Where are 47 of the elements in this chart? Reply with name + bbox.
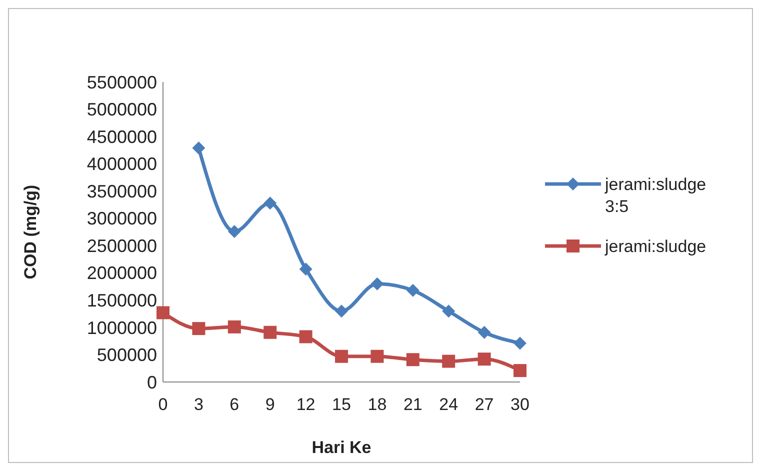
- point: [335, 304, 348, 318]
- point: [478, 326, 491, 339]
- y-tick-label: 3000000: [86, 208, 157, 229]
- x-tick-label: 18: [368, 395, 387, 414]
- y-tick-label: 2500000: [86, 236, 157, 256]
- x-tick-label: 12: [296, 395, 316, 414]
- point: [478, 352, 491, 366]
- point: [228, 224, 241, 238]
- point: [514, 336, 526, 350]
- point: [264, 196, 277, 210]
- legend-label: jerami:sludge: [604, 236, 706, 256]
- y-tick-label: 500000: [96, 345, 157, 366]
- x-tick-label: 9: [265, 395, 275, 414]
- x-tick-label: 24: [439, 395, 458, 414]
- x-tick-label: 6: [230, 395, 240, 414]
- y-tick-label: 1500000: [86, 290, 157, 310]
- point: [406, 353, 420, 366]
- point: [370, 350, 384, 363]
- point: [335, 350, 348, 363]
- y-tick-label: 5500000: [86, 72, 157, 92]
- y-tick-label: 4000000: [86, 154, 157, 174]
- y-tick-label: 4500000: [86, 126, 157, 147]
- point: [156, 306, 170, 320]
- y-tick-label: 5000000: [86, 100, 157, 120]
- x-axis-title: Hari Ke: [312, 438, 372, 457]
- point: [442, 354, 456, 368]
- point: [264, 326, 277, 339]
- y-tick-label: 3500000: [86, 181, 157, 202]
- y-tick-label: 0: [146, 372, 157, 392]
- legend-label: jerami:sludge 3:5: [604, 174, 706, 216]
- point: [370, 277, 384, 290]
- x-tick-label: 30: [510, 395, 530, 414]
- point: [299, 330, 312, 344]
- y-axis-title: COD (mg/g): [21, 184, 40, 280]
- point: [192, 322, 206, 336]
- x-tick-label: 27: [474, 395, 494, 414]
- point: [406, 284, 420, 297]
- point: [442, 304, 456, 318]
- x-tick-label: 15: [332, 395, 351, 414]
- y-tick-label: 1000000: [86, 318, 157, 338]
- point: [228, 320, 241, 334]
- point: [299, 262, 312, 276]
- x-tick-label: 3: [194, 395, 204, 414]
- x-tick-label: 21: [403, 395, 422, 414]
- y-tick-label: 2000000: [86, 263, 157, 284]
- point: [514, 364, 526, 378]
- point: [192, 142, 206, 154]
